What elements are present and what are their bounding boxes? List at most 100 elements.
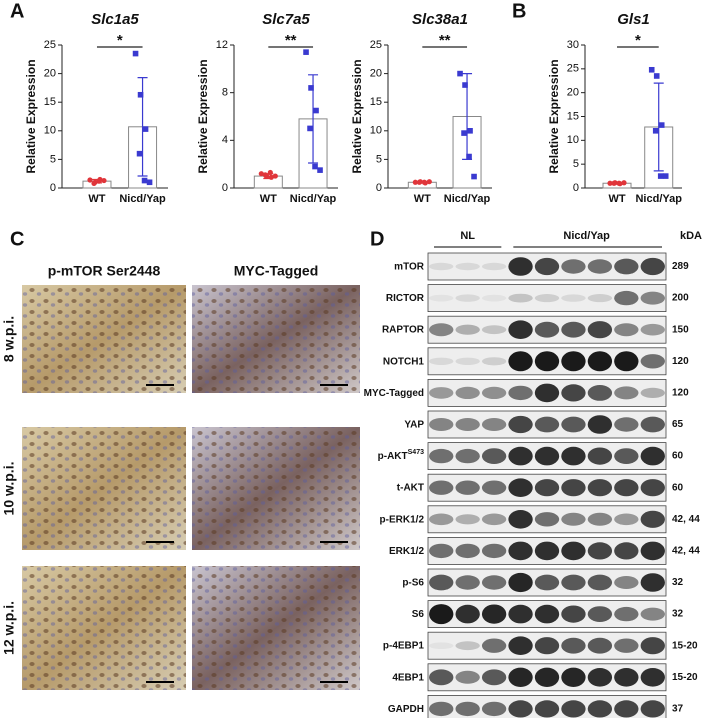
band [508, 351, 533, 372]
band [429, 669, 454, 686]
data-point [461, 130, 467, 136]
band [455, 604, 480, 624]
band [587, 259, 613, 274]
band [508, 700, 533, 718]
band [508, 478, 533, 498]
data-point [457, 70, 463, 77]
data-point [616, 180, 622, 186]
band [614, 700, 639, 718]
chart-title: Slc7a5 [262, 11, 310, 28]
band [614, 323, 639, 337]
band [455, 701, 480, 717]
band [455, 514, 480, 525]
panel-label: D [370, 228, 384, 250]
row-label: NOTCH1 [383, 356, 425, 367]
panel-label: B [512, 0, 526, 22]
kda-label: 15-20 [672, 672, 698, 683]
band [561, 479, 586, 497]
band [561, 637, 586, 654]
data-point [307, 125, 313, 132]
band [481, 669, 507, 686]
band [534, 512, 560, 527]
row-label-text: S6 [412, 609, 425, 620]
band [614, 290, 639, 306]
data-point [87, 177, 93, 183]
significance: * [117, 32, 123, 49]
y-tick-label: 20 [370, 68, 382, 80]
data-point [262, 172, 268, 178]
row-label: S6 [412, 609, 425, 620]
band [534, 637, 560, 655]
row-label-text: GAPDH [388, 704, 424, 715]
band [534, 294, 560, 303]
significance: * [635, 32, 641, 49]
data-point [136, 150, 143, 157]
y-tick-label: 0 [573, 182, 579, 194]
band [481, 357, 507, 366]
x-tick-label: WT [414, 193, 431, 205]
kda-label: 200 [672, 293, 689, 304]
band [640, 291, 665, 305]
y-tick-label: 5 [376, 153, 382, 165]
y-tick-label: 12 [216, 39, 228, 51]
band [508, 541, 533, 561]
error-bar [462, 73, 473, 160]
band [614, 513, 639, 526]
band [614, 479, 639, 497]
y-tick-label: 25 [567, 63, 579, 75]
kda-label: 65 [672, 419, 684, 430]
kda-label: 42, 44 [672, 514, 700, 525]
band [587, 512, 613, 526]
band [508, 510, 533, 529]
row-label-text: p-S6 [402, 577, 424, 588]
band [640, 323, 665, 336]
band [561, 667, 586, 687]
y-tick-label: 8 [222, 87, 228, 99]
kda-label: 120 [672, 356, 689, 367]
column-label: MYC-Tagged [234, 263, 319, 279]
data-point [132, 50, 139, 57]
error-bar [653, 82, 664, 172]
band [481, 386, 507, 400]
row-label: 4EBP1 [392, 672, 424, 683]
kda-label: 37 [672, 704, 684, 715]
data-point [621, 180, 627, 186]
data-point [611, 180, 617, 186]
micrograph-texture [192, 285, 360, 393]
band [614, 417, 639, 432]
band [481, 325, 507, 335]
micrograph-texture [192, 427, 360, 550]
band [534, 416, 560, 433]
row-label: MYC-Tagged [364, 388, 424, 399]
x-tick-label: Nicd/Yap [290, 193, 337, 205]
chart-title: Slc38a1 [412, 11, 468, 28]
band [561, 351, 586, 372]
band [640, 387, 665, 398]
band [534, 604, 560, 624]
band [640, 446, 665, 466]
band [508, 293, 533, 303]
data-point [653, 73, 660, 79]
y-tick-label: 15 [370, 96, 382, 108]
band [561, 384, 586, 402]
group-label: NL [460, 230, 475, 242]
band [508, 446, 533, 466]
band [587, 637, 613, 654]
band [614, 351, 639, 372]
band [508, 572, 533, 593]
band [455, 324, 480, 335]
y-tick-label: 0 [222, 182, 228, 194]
row-label-text: MYC-Tagged [364, 388, 424, 399]
data-point [467, 128, 473, 134]
band [481, 513, 507, 526]
band [429, 513, 454, 526]
data-point [471, 173, 477, 180]
blot-strip [427, 284, 667, 313]
row-label: 10 w.p.i. [1, 462, 17, 516]
row-label-text: 4EBP1 [392, 672, 424, 683]
band [614, 542, 639, 560]
band [508, 415, 533, 434]
band [534, 574, 560, 591]
data-point [267, 169, 273, 176]
row-label: p-ERK1/2 [380, 514, 425, 525]
